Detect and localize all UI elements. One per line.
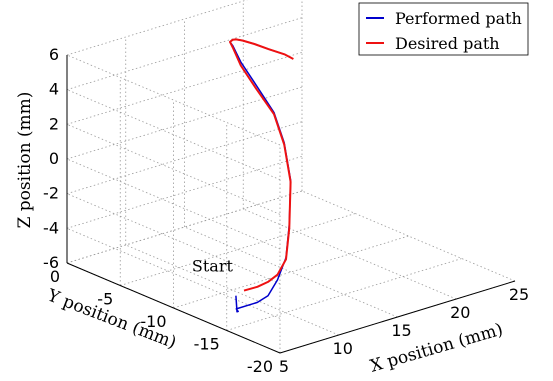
grid-line-side-z bbox=[66, 227, 281, 319]
grid-line-side-z bbox=[66, 54, 281, 146]
grid-line-back-z bbox=[66, 51, 303, 125]
axis-layer bbox=[66, 55, 516, 354]
z-tick-label: 2 bbox=[49, 114, 59, 133]
x-tick-label: 20 bbox=[450, 303, 470, 322]
y-tick-label: 0 bbox=[50, 267, 60, 286]
x-tick-label: 10 bbox=[333, 339, 353, 358]
y-tick-label: -20 bbox=[247, 357, 273, 376]
grid-line-back-z bbox=[66, 155, 303, 229]
legend-label-performed: Performed path bbox=[395, 9, 522, 28]
z-tick-label: 0 bbox=[49, 149, 59, 168]
grid-line-side-z bbox=[66, 89, 281, 181]
legend-label-desired: Desired path bbox=[395, 34, 500, 53]
z-tick-label: -2 bbox=[43, 184, 59, 203]
grid-line-floor-y bbox=[173, 235, 409, 309]
grid-line-floor-y bbox=[226, 258, 462, 331]
z-tick-label: 4 bbox=[49, 80, 59, 99]
series-layer bbox=[229, 38, 294, 313]
grid-line-floor-y bbox=[120, 213, 356, 286]
grid-line-back-z bbox=[66, 0, 248, 56]
grid-line-floor-x bbox=[184, 226, 398, 318]
z-tick-label: -6 bbox=[43, 253, 59, 272]
z-tick-label: -4 bbox=[43, 218, 59, 237]
grid-line-floor-x bbox=[243, 208, 457, 300]
x-tick-label: 25 bbox=[509, 285, 529, 304]
grid-line-floor-x bbox=[125, 244, 339, 336]
x-axis-line bbox=[279, 280, 516, 354]
legend: Performed path Desired path bbox=[358, 2, 529, 56]
y-tick-label: -15 bbox=[194, 335, 220, 354]
x-axis-label: X position (mm) bbox=[368, 320, 505, 377]
grid-line-back-z bbox=[66, 190, 303, 264]
grid-line-floor-x bbox=[301, 190, 516, 282]
z-tick-label: 6 bbox=[49, 45, 59, 64]
x-tick-label: 5 bbox=[279, 357, 289, 376]
y-axis-line bbox=[66, 262, 281, 354]
grid-line-side-z bbox=[66, 193, 281, 285]
y-tick-label: -10 bbox=[140, 312, 166, 331]
grid-line-side-z bbox=[66, 158, 281, 250]
series-line-desired bbox=[229, 38, 294, 292]
start-annotation: Start bbox=[192, 257, 234, 276]
grid-line-side-z bbox=[66, 123, 281, 215]
grid-line-back-z bbox=[66, 121, 303, 195]
x-tick-label: 15 bbox=[391, 321, 411, 340]
y-tick-label: -5 bbox=[97, 290, 113, 309]
legend-box bbox=[358, 2, 529, 56]
z-axis-label: Z position (mm) bbox=[15, 92, 35, 229]
grid-line-back-z bbox=[66, 17, 303, 91]
series-line-performed bbox=[229, 38, 292, 313]
